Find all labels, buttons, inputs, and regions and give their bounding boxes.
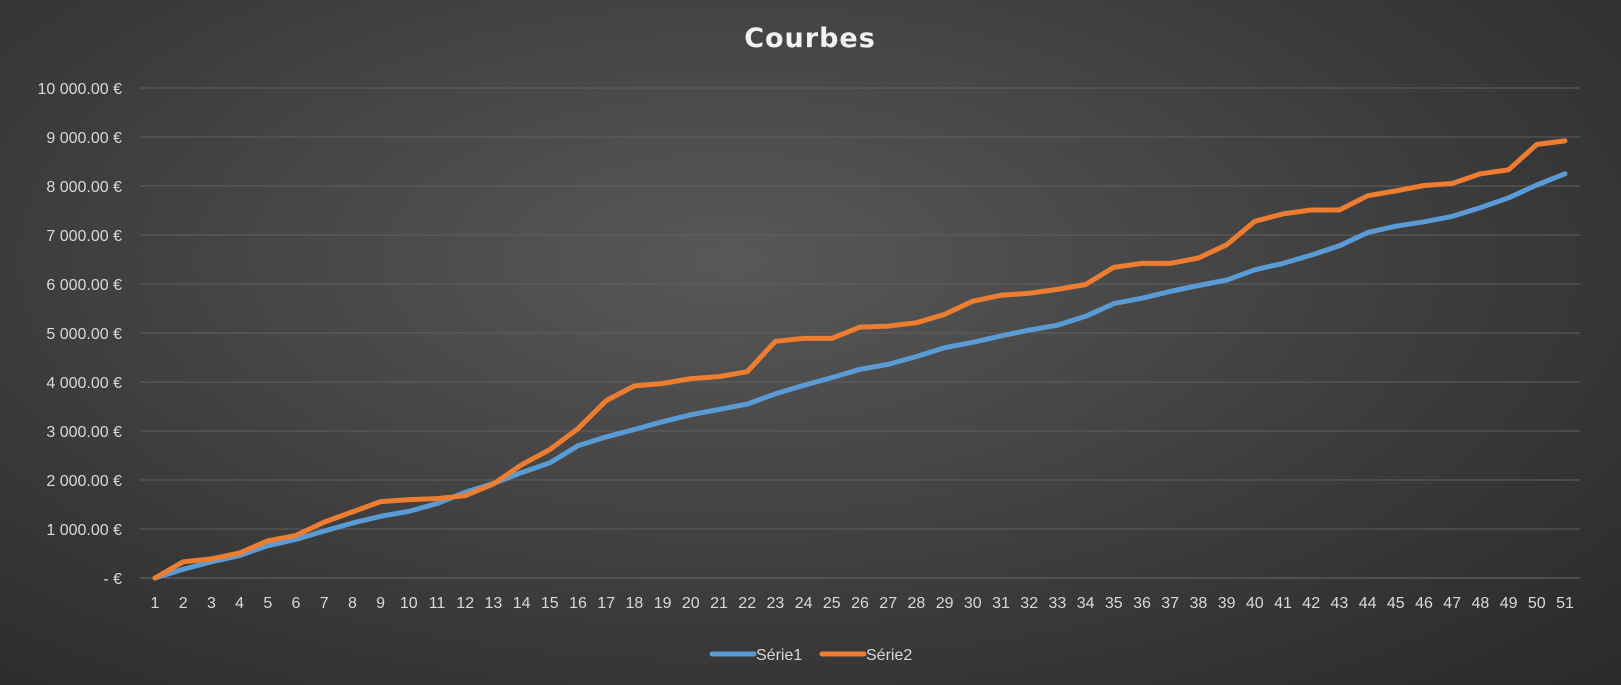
y-tick-label: 2 000.00 € <box>46 473 122 490</box>
x-tick-label: 1 <box>151 595 160 612</box>
x-tick-label: 24 <box>795 595 813 612</box>
x-tick-label: 31 <box>992 595 1010 612</box>
x-tick-label: 7 <box>320 595 329 612</box>
series-line-1 <box>152 171 1568 581</box>
x-tick-label: 30 <box>964 595 982 612</box>
x-tick-label: 16 <box>569 595 587 612</box>
x-tick-label: 39 <box>1218 595 1236 612</box>
x-tick-label: 32 <box>1020 595 1038 612</box>
x-tick-label: 50 <box>1528 595 1546 612</box>
x-tick-label: 9 <box>376 595 385 612</box>
gridlines <box>140 87 1580 579</box>
x-tick-label: 42 <box>1302 595 1320 612</box>
x-tick-label: 23 <box>767 595 785 612</box>
x-tick-label: 13 <box>485 595 503 612</box>
legend: Série1 Série2 <box>709 647 912 664</box>
x-tick-label: 49 <box>1500 595 1518 612</box>
x-tick-label: 48 <box>1472 595 1490 612</box>
y-tick-label: 3 000.00 € <box>46 424 122 441</box>
series-lines <box>152 138 1568 581</box>
y-tick-label: - € <box>103 571 122 588</box>
x-tick-label: 26 <box>851 595 869 612</box>
x-tick-label: 51 <box>1556 595 1574 612</box>
x-tick-label: 21 <box>710 595 728 612</box>
y-tick-label: 9 000.00 € <box>46 130 122 147</box>
x-tick-label: 40 <box>1246 595 1264 612</box>
x-tick-label: 28 <box>908 595 926 612</box>
x-tick-label: 44 <box>1359 595 1377 612</box>
x-axis-tick-labels: 1 2 3 4 5 6 7 8 9 10 11 12 13 14 15 16 17 18 19 20 21 22 23 24 2… <box>151 595 1574 612</box>
x-tick-label: 15 <box>541 595 559 612</box>
y-tick-label: 4 000.00 € <box>46 375 122 392</box>
x-tick-label: 34 <box>1077 595 1095 612</box>
x-tick-label: 14 <box>513 595 531 612</box>
y-axis-tick-labels: - € 1 000.00 € 2 000.00 € 3 000.00 € 4 000.0… <box>37 81 122 588</box>
x-tick-label: 6 <box>292 595 301 612</box>
x-tick-label: 2 <box>179 595 188 612</box>
x-tick-label: 43 <box>1331 595 1349 612</box>
y-tick-label: 1 000.00 € <box>46 522 122 539</box>
y-tick-label: 6 000.00 € <box>46 277 122 294</box>
legend-label-2: Série2 <box>866 647 912 664</box>
x-tick-label: 37 <box>1161 595 1179 612</box>
x-tick-label: 5 <box>263 595 272 612</box>
x-tick-label: 35 <box>1105 595 1123 612</box>
x-tick-label: 27 <box>879 595 897 612</box>
x-tick-label: 4 <box>235 595 244 612</box>
x-tick-label: 41 <box>1274 595 1292 612</box>
legend-label-1: Série1 <box>756 647 802 664</box>
x-tick-label: 46 <box>1415 595 1433 612</box>
x-tick-label: 47 <box>1443 595 1461 612</box>
x-tick-label: 45 <box>1387 595 1405 612</box>
x-tick-label: 19 <box>654 595 672 612</box>
series-line-2 <box>152 138 1568 581</box>
x-tick-label: 11 <box>429 595 446 612</box>
x-tick-label: 20 <box>682 595 700 612</box>
x-tick-label: 10 <box>400 595 418 612</box>
x-tick-label: 25 <box>823 595 841 612</box>
y-tick-label: 7 000.00 € <box>46 228 122 245</box>
x-tick-label: 29 <box>936 595 954 612</box>
y-tick-label: 8 000.00 € <box>46 179 122 196</box>
chart-title: Courbes <box>744 23 876 54</box>
x-tick-label: 8 <box>348 595 357 612</box>
y-tick-label: 5 000.00 € <box>46 326 122 343</box>
x-tick-label: 38 <box>1190 595 1208 612</box>
x-tick-label: 33 <box>1049 595 1067 612</box>
x-tick-label: 22 <box>738 595 756 612</box>
x-tick-label: 17 <box>597 595 615 612</box>
y-tick-label: 10 000.00 € <box>37 81 122 98</box>
x-tick-label: 36 <box>1133 595 1151 612</box>
x-tick-label: 12 <box>456 595 474 612</box>
x-tick-label: 3 <box>207 595 216 612</box>
x-tick-label: 18 <box>626 595 644 612</box>
